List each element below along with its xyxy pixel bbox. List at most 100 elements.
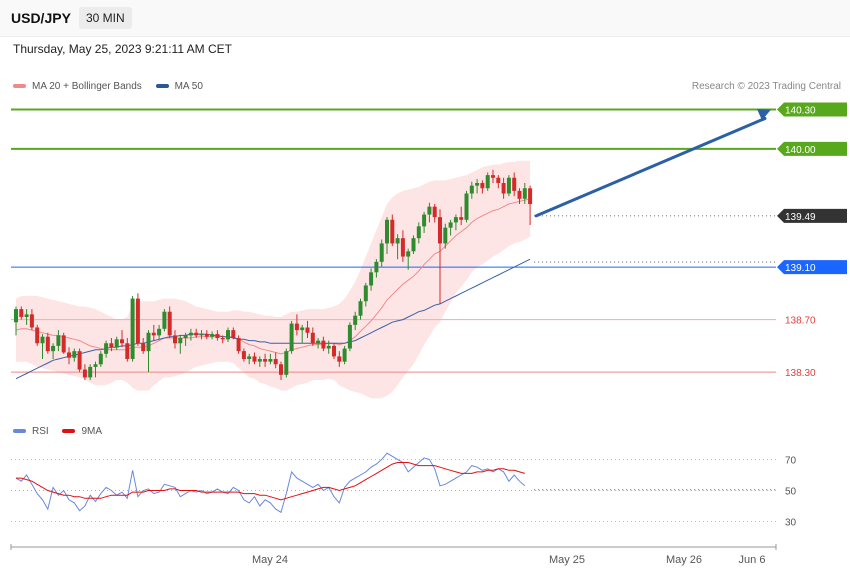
symbol-label: USD/JPY xyxy=(11,10,71,26)
candle xyxy=(56,330,61,352)
candle-body xyxy=(98,353,103,365)
candle xyxy=(358,298,363,320)
candle-body xyxy=(35,327,40,344)
legend-item-ma50: MA 50 xyxy=(155,81,203,92)
candle xyxy=(321,336,326,352)
candle-body xyxy=(146,332,151,352)
candle xyxy=(77,348,82,373)
candle-body xyxy=(337,356,342,362)
candle-body xyxy=(204,334,209,337)
ma20-swatch xyxy=(13,84,26,89)
candle-body xyxy=(289,323,294,352)
candle-body xyxy=(151,332,156,336)
candle-body xyxy=(130,298,135,360)
bollinger-band-area xyxy=(16,160,531,399)
candle xyxy=(120,330,124,348)
x-tick-label: May 24 xyxy=(252,554,288,566)
candle-body xyxy=(469,185,474,194)
candle-body xyxy=(443,227,448,244)
candle xyxy=(247,353,252,365)
level-label-text: 138.70 xyxy=(785,316,816,327)
ma20-line xyxy=(15,198,531,355)
candle xyxy=(406,248,411,270)
candle xyxy=(14,306,18,336)
rsi-9ma-line xyxy=(16,462,525,501)
candle xyxy=(464,190,469,223)
candle-body xyxy=(332,345,336,357)
candle-body xyxy=(263,359,268,362)
candle xyxy=(300,324,305,344)
candle-body xyxy=(114,339,119,348)
legend-label-9ma: 9MA xyxy=(81,426,103,437)
candle xyxy=(501,177,506,199)
candle-body xyxy=(210,334,215,337)
candle xyxy=(459,206,464,226)
candle xyxy=(517,188,522,205)
candle-body xyxy=(395,238,400,244)
candle xyxy=(226,327,230,342)
candle-body xyxy=(247,356,252,360)
candle-body xyxy=(316,340,321,344)
candle xyxy=(162,309,167,332)
candle xyxy=(231,327,236,340)
candle-body xyxy=(475,183,480,186)
legend-item-9ma: 9MA xyxy=(62,426,102,437)
candle-body xyxy=(438,217,442,244)
candle-body xyxy=(220,338,225,340)
candle xyxy=(252,352,257,365)
candle xyxy=(528,185,533,226)
candle xyxy=(347,322,352,352)
timeframe-button[interactable]: 30 MIN xyxy=(79,7,132,29)
candle-body xyxy=(215,334,220,339)
candle xyxy=(61,332,66,354)
candle-body xyxy=(432,206,437,218)
candle-body xyxy=(485,175,490,189)
candle-body xyxy=(162,311,167,329)
candle xyxy=(183,332,188,346)
level-label-140.30: 140.30 xyxy=(777,102,847,117)
candle xyxy=(215,330,220,341)
credit-text: Research © 2023 Trading Central xyxy=(691,81,841,92)
level-label-tag xyxy=(777,102,847,117)
candle-body xyxy=(14,309,18,323)
candle xyxy=(157,324,162,340)
candle xyxy=(337,351,342,367)
legend-label-rsi: RSI xyxy=(32,426,49,437)
candle xyxy=(98,351,103,367)
candle-body xyxy=(72,351,77,358)
candle-body xyxy=(353,315,358,325)
candle xyxy=(369,268,374,291)
candle xyxy=(268,353,273,365)
candle xyxy=(305,320,310,339)
x-tick-label: May 26 xyxy=(666,554,702,566)
candle xyxy=(273,352,278,369)
candle xyxy=(289,320,294,354)
candle xyxy=(109,338,114,352)
candle-body xyxy=(226,330,230,340)
candle-body xyxy=(522,188,527,199)
candle-body xyxy=(512,177,517,191)
candle xyxy=(257,356,262,367)
candle xyxy=(310,327,315,346)
ma50-swatch xyxy=(155,84,169,89)
candle xyxy=(475,179,480,194)
candle-body xyxy=(157,328,162,336)
candle-body xyxy=(188,332,193,336)
candle-body xyxy=(342,348,347,362)
candle xyxy=(220,335,225,344)
candle xyxy=(316,338,321,349)
candle xyxy=(411,235,416,254)
candle xyxy=(443,223,448,249)
legend-label-ma20: MA 20 + Bollinger Bands xyxy=(32,81,142,92)
level-label-text: 139.49 xyxy=(785,212,816,223)
candle xyxy=(422,211,427,233)
candle-body xyxy=(400,238,405,257)
candle xyxy=(294,314,299,336)
candle-body xyxy=(453,217,458,223)
legend-item-ma20: MA 20 + Bollinger Bands xyxy=(13,81,142,92)
candle-body xyxy=(326,345,331,349)
candle-body xyxy=(88,366,93,378)
candle-body xyxy=(374,261,379,273)
level-label-139.10: 139.10 xyxy=(777,260,847,275)
candle-body xyxy=(77,351,82,370)
